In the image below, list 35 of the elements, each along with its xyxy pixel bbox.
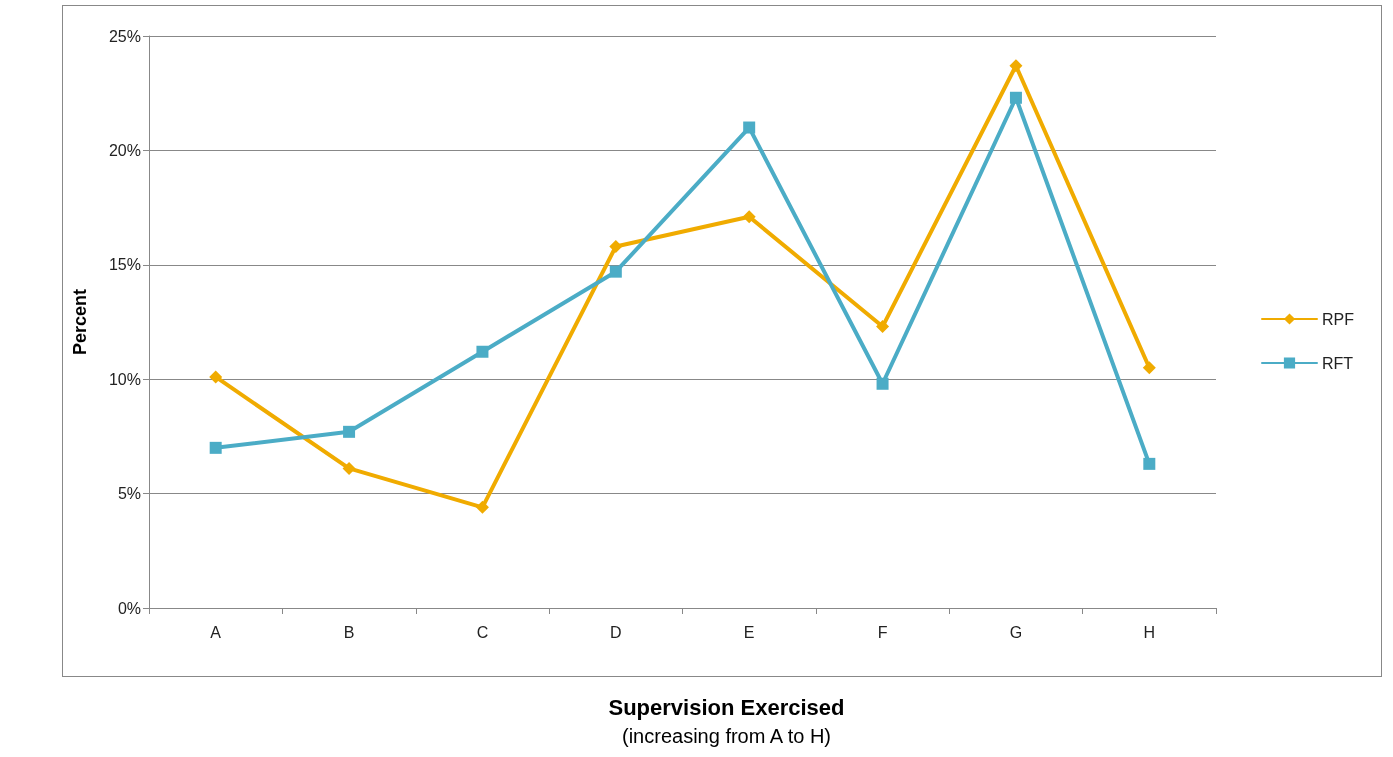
y-tick-label: 10% bbox=[108, 370, 141, 388]
point bbox=[876, 320, 890, 334]
point bbox=[1009, 59, 1023, 73]
x-axis-title: Supervision Exercised bbox=[607, 695, 846, 721]
legend-label: RPF bbox=[1322, 310, 1355, 328]
y-tick-label: 20% bbox=[108, 141, 141, 159]
x-tick-label: D bbox=[610, 623, 622, 641]
point bbox=[475, 500, 489, 514]
point bbox=[342, 461, 356, 475]
y-tick-label: 25% bbox=[108, 27, 141, 45]
point bbox=[876, 377, 889, 390]
point bbox=[209, 370, 223, 384]
x-tick-label: H bbox=[1143, 623, 1156, 641]
point bbox=[343, 425, 356, 438]
x-tick-label: F bbox=[877, 623, 888, 641]
point bbox=[609, 265, 622, 278]
point bbox=[1143, 457, 1156, 470]
x-tick-label: G bbox=[1009, 623, 1023, 641]
point bbox=[1142, 361, 1156, 375]
point bbox=[743, 121, 756, 134]
x-tick-label: B bbox=[343, 623, 355, 641]
text: (increasing from A to H) bbox=[621, 725, 832, 748]
y-tick-label: 15% bbox=[108, 256, 141, 274]
x-tick-label: C bbox=[476, 623, 489, 641]
point bbox=[1009, 91, 1022, 104]
x-tick-label: E bbox=[743, 623, 755, 641]
y-axis-title: Percent bbox=[70, 288, 90, 356]
point bbox=[742, 210, 756, 224]
y-tick-label: 0% bbox=[117, 599, 141, 617]
y-tick-label: 5% bbox=[117, 485, 141, 503]
point bbox=[476, 345, 489, 358]
point bbox=[209, 441, 222, 454]
x-tick-label: A bbox=[210, 623, 222, 641]
point bbox=[609, 240, 623, 253]
legend-label: RFT bbox=[1322, 354, 1354, 372]
